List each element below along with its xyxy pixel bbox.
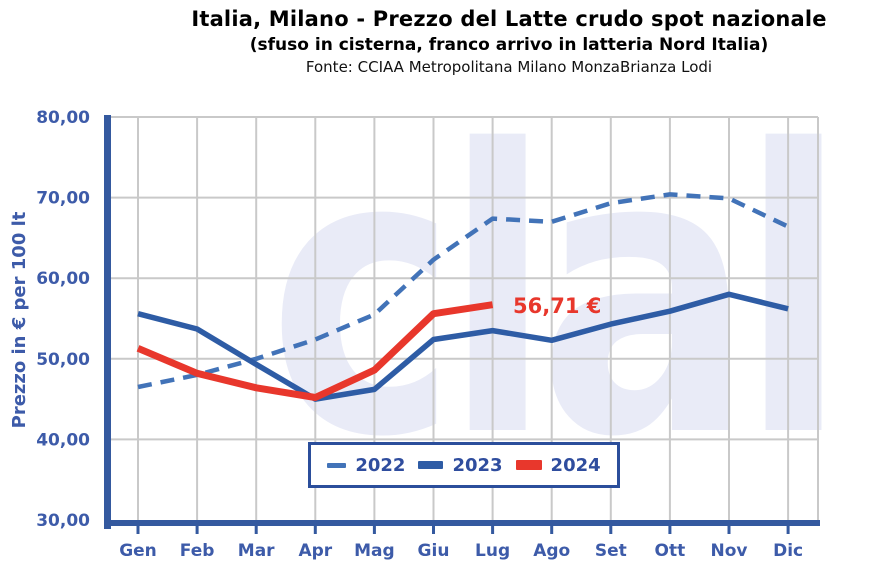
legend-label-2022: 2022 [355, 454, 406, 476]
x-tick-label: Lug [475, 541, 510, 561]
x-tick-label: Dic [773, 541, 803, 561]
series-line-2023 [137, 291, 789, 402]
y-tick-label: 30,00 [36, 511, 90, 531]
y-axis-title: Prezzo in € per 100 lt [9, 211, 30, 428]
x-tick-mark [786, 526, 790, 534]
x-tick-mark [195, 526, 199, 534]
legend-item-2022: 2022 [327, 455, 405, 476]
x-tick-mark [668, 526, 672, 534]
x-tick-label: Mag [354, 541, 395, 561]
x-tick-mark [254, 526, 258, 534]
legend-swatch-2022-dashed-line [327, 462, 347, 468]
y-tick-label: 80,00 [36, 108, 90, 128]
y-tick-label: 40,00 [36, 430, 90, 450]
legend-swatch-2023-solid-line [418, 461, 444, 469]
legend-box: 2022 2023 2024 [308, 442, 620, 488]
y-axis-spine [104, 115, 111, 529]
x-tick-label: Ott [655, 541, 686, 561]
chart-header: Italia, Milano - Prezzo del Latte crudo … [136, 6, 882, 77]
chart-source: Fonte: CCIAA Metropolitana Milano MonzaB… [305, 58, 713, 76]
x-tick-mark [609, 526, 613, 534]
x-tick-label: Giu [418, 541, 450, 561]
x-tick-mark [372, 526, 376, 534]
x-tick-mark [136, 526, 140, 534]
legend-swatch-2024-red-line [515, 460, 542, 470]
chart-subtitle: (sfuso in cisterna, franco arrivo in lat… [249, 35, 769, 55]
series-line-2024 [136, 301, 494, 401]
x-tick-mark [313, 526, 317, 534]
y-tick-label: 60,00 [36, 269, 90, 289]
x-tick-label: Apr [298, 541, 332, 561]
legend-item-2023: 2023 [418, 454, 503, 476]
x-tick-mark [432, 526, 435, 534]
y-tick-label: 70,00 [36, 189, 90, 209]
x-tick-label: Gen [119, 541, 157, 561]
x-tick-mark [727, 526, 731, 534]
legend-label-2024: 2024 [550, 454, 601, 476]
x-tick-label: Ago [533, 541, 570, 561]
x-tick-mark [550, 526, 554, 534]
x-tick-label: Nov [711, 541, 748, 561]
price-annotation: 56,71 € [513, 294, 602, 318]
x-axis-spine [104, 520, 820, 526]
x-tick-label: Feb [180, 541, 215, 561]
legend-label-2023: 2023 [452, 454, 503, 476]
x-tick-label: Set [595, 541, 627, 561]
x-tick-label: Mar [238, 541, 275, 561]
legend-item-2024: 2024 [515, 454, 601, 476]
chart-title: Italia, Milano - Prezzo del Latte crudo … [191, 7, 827, 31]
x-tick-mark [491, 526, 495, 534]
y-tick-label: 50,00 [36, 350, 90, 370]
